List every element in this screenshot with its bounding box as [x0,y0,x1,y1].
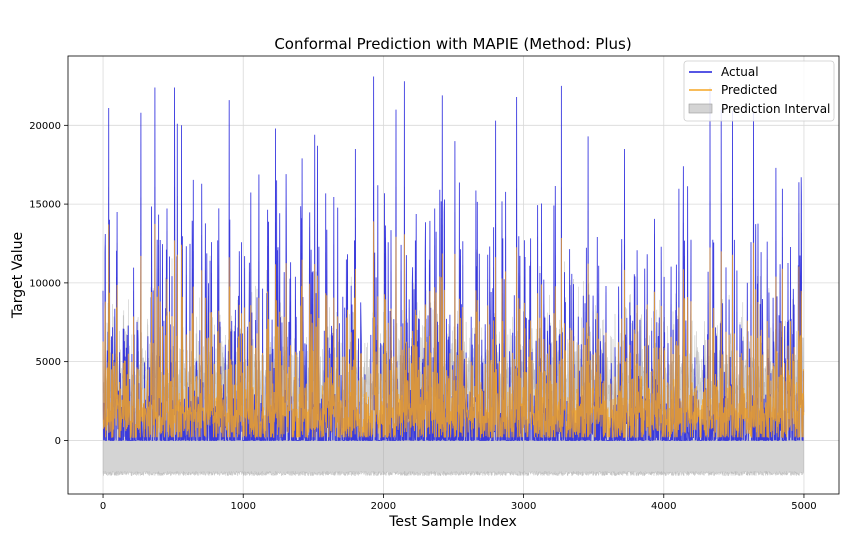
y-tick-label: 10000 [29,278,61,289]
actual-line [102,76,805,442]
predicted-line [102,221,805,439]
x-tick-label: 1000 [231,501,256,512]
legend-predicted-label: Predicted [721,83,777,97]
x-axis-ticks: 0 1000 2000 3000 4000 5000 [100,494,817,512]
x-tick-label: 5000 [791,501,816,512]
actual-series [102,76,805,442]
y-tick-label: 5000 [36,357,61,368]
y-axis-ticks: 0 5000 10000 15000 20000 [29,121,68,447]
legend-box [683,60,835,122]
y-tick-label: 0 [55,436,61,447]
x-tick-label: 4000 [651,501,676,512]
legend-actual-label: Actual [721,65,759,79]
x-tick-label: 3000 [511,501,536,512]
y-axis-title: Target Value [10,232,26,319]
chart-title: Conformal Prediction with MAPIE (Method:… [274,35,631,53]
x-tick-label: 0 [100,501,106,512]
legend-interval-label: Prediction Interval [721,102,830,116]
x-axis-title: Test Sample Index [388,514,517,530]
predicted-series [102,221,805,439]
legend-interval-swatch [688,103,713,114]
y-tick-label: 20000 [29,121,61,132]
plot-frame [67,55,840,495]
y-tick-label: 15000 [29,200,61,211]
x-tick-label: 2000 [371,501,396,512]
legend: Actual Predicted Prediction Interval [683,60,835,122]
